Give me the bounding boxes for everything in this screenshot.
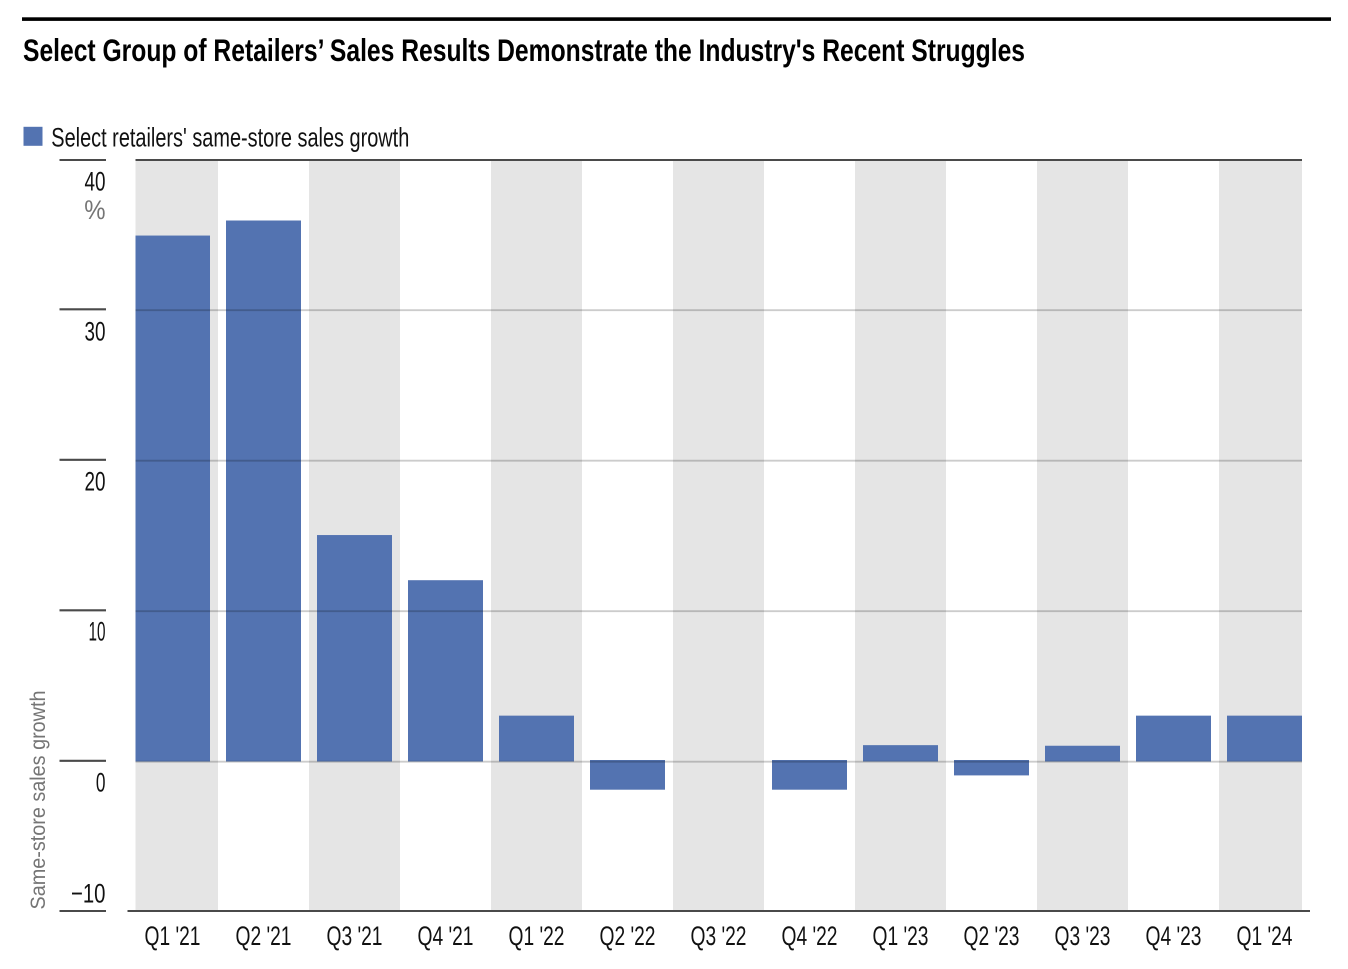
- svg-text:Q2 '21: Q2 '21: [236, 921, 292, 951]
- svg-text:20: 20: [85, 467, 106, 497]
- svg-text:Select retailers' same-store s: Select retailers' same-store sales growt…: [51, 122, 409, 152]
- svg-text:30: 30: [85, 317, 106, 347]
- svg-text:Q3 '23: Q3 '23: [1055, 921, 1111, 951]
- svg-text:Q4 '23: Q4 '23: [1146, 921, 1202, 951]
- svg-text:Q4 '22: Q4 '22: [782, 921, 838, 951]
- svg-text:10: 10: [89, 617, 106, 647]
- svg-text:Q4 '21: Q4 '21: [418, 921, 474, 951]
- svg-text:Q1 '21: Q1 '21: [145, 921, 201, 951]
- svg-text:Q2 '22: Q2 '22: [600, 921, 656, 951]
- svg-text:%: %: [84, 195, 105, 225]
- svg-text:Q2 '23: Q2 '23: [964, 921, 1020, 951]
- svg-text:Q3 '22: Q3 '22: [691, 921, 747, 951]
- svg-text:0: 0: [96, 768, 106, 798]
- svg-text:Q1 '23: Q1 '23: [873, 921, 929, 951]
- svg-text:Q1 '22: Q1 '22: [509, 921, 565, 951]
- svg-text:40: 40: [85, 167, 106, 197]
- svg-text:Q3 '21: Q3 '21: [327, 921, 383, 951]
- svg-text:Q1 '24: Q1 '24: [1237, 921, 1293, 951]
- svg-text:Same-store sales growth: Same-store sales growth: [26, 691, 50, 910]
- svg-text:Select Group of Retailers’ Sal: Select Group of Retailers’ Sales Results…: [23, 32, 1025, 68]
- svg-text:−10: −10: [71, 879, 106, 909]
